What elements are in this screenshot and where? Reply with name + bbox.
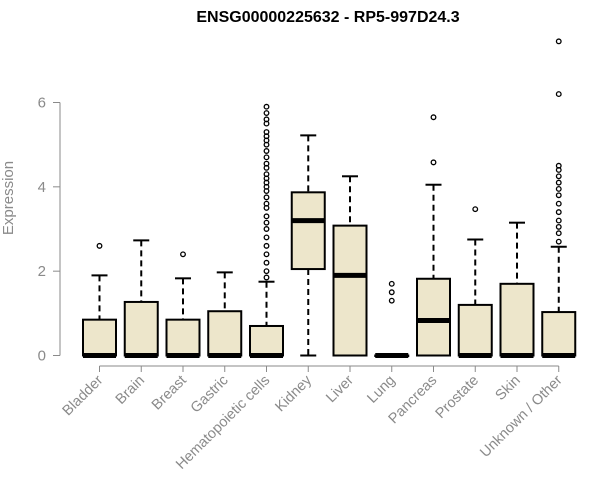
outlier-point [263, 219, 270, 226]
outlier-point [263, 194, 270, 201]
box-rect [332, 224, 368, 357]
outlier-point [555, 192, 562, 199]
y-axis: 0 2 4 6 [38, 95, 61, 365]
outlier-point [430, 114, 437, 121]
outlier-point [555, 173, 562, 180]
outlier-point [388, 297, 395, 304]
outlier-point [555, 185, 562, 192]
y-tick-label: 6 [38, 95, 46, 112]
box-unknown-other [541, 38, 577, 358]
outlier-point [555, 230, 562, 237]
outlier-point [263, 110, 270, 116]
outlier-point [263, 103, 270, 110]
outlier-point [263, 274, 270, 281]
outlier-point [263, 200, 270, 207]
outlier-point [472, 206, 479, 213]
x-tick-label: Kidney [272, 372, 315, 415]
outlier-point [180, 251, 186, 258]
x-tick-label: Breast [149, 373, 190, 414]
outlier-point [263, 154, 270, 161]
box-rect [457, 303, 493, 357]
box-lung [374, 280, 410, 358]
x-tick-label: Brain [113, 373, 148, 408]
outlier-point [555, 200, 562, 207]
box-rect [207, 310, 243, 357]
outlier-point [263, 259, 270, 266]
outlier-point [263, 171, 270, 178]
outlier-point [263, 242, 270, 249]
box-kidney [290, 134, 326, 357]
box-rect [82, 318, 117, 357]
outlier-point [263, 116, 270, 123]
box-rect [249, 324, 284, 357]
outlier-point [263, 251, 270, 258]
y-tick-label: 4 [38, 179, 46, 196]
box-liver [332, 175, 368, 357]
outlier-point [555, 162, 562, 169]
box-rect [290, 191, 326, 271]
x-tick-label: Bladder [60, 372, 107, 419]
box-series [82, 38, 577, 358]
box-pancreas [416, 114, 451, 357]
outlier-point [555, 38, 562, 45]
outlier-point [555, 209, 562, 216]
outlier-point [263, 213, 270, 220]
box-gastric [207, 271, 243, 358]
outlier-point [555, 223, 562, 230]
box-rect [123, 300, 159, 357]
box-breast [165, 251, 201, 358]
box-rect [165, 318, 201, 357]
y-tick-label: 2 [38, 263, 46, 280]
chart-title: ENSG00000225632 - RP5-997D24.3 [196, 9, 459, 26]
x-tick-label: Lung [364, 373, 398, 407]
y-axis-label: Expression [0, 161, 17, 235]
box-rect [541, 311, 577, 357]
outlier-point [263, 234, 270, 241]
outlier-point [96, 242, 103, 249]
outlier-point [555, 217, 562, 224]
outlier-point [263, 148, 270, 154]
outlier-point [555, 238, 562, 245]
outlier-point [263, 129, 270, 135]
box-skin [499, 221, 535, 358]
box-rect [416, 277, 451, 357]
outlier-point [430, 159, 437, 166]
outlier-point [388, 280, 395, 287]
x-tick-label: Liver [323, 372, 357, 406]
box-bladder [82, 242, 117, 358]
x-tick-label: Skin [493, 373, 524, 404]
outlier-point [388, 289, 395, 296]
x-tick-label: Prostate [433, 373, 482, 422]
outlier-point [263, 226, 270, 232]
outlier-point [263, 268, 270, 275]
y-tick-label: 0 [38, 348, 46, 365]
box-prostate [457, 206, 493, 358]
outlier-point [555, 91, 562, 98]
outlier-point [555, 179, 562, 186]
box-rect [499, 282, 535, 357]
outlier-point [263, 160, 270, 167]
box-brain [123, 239, 159, 358]
box-hematopoietic-cells [249, 103, 284, 358]
